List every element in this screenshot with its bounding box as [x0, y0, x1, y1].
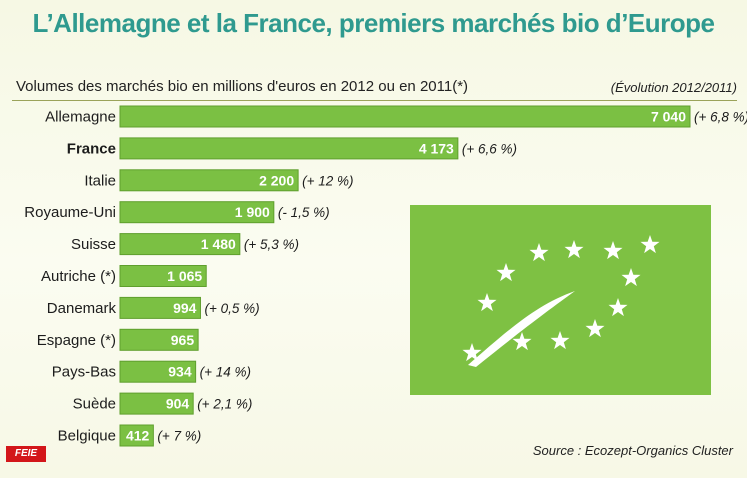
category-label: Royaume-Uni	[24, 204, 116, 221]
value-label: 965	[171, 332, 195, 348]
bar	[119, 360, 197, 383]
source-note: Source : Ecozept-Organics Cluster	[532, 443, 733, 458]
change-label: (- 1,5 %)	[278, 205, 330, 220]
category-label: Danemark	[47, 300, 117, 317]
change-label: (+ 12 %)	[302, 173, 353, 188]
eu-leaf-stroke	[468, 291, 575, 367]
eu-leaf-star	[603, 241, 623, 260]
category-label: Italie	[84, 172, 116, 189]
value-label: 7 040	[651, 109, 686, 125]
category-label: Suisse	[71, 236, 116, 253]
chart-subtitle: Volumes des marchés bio en millions d'eu…	[16, 78, 469, 95]
eu-organic-leaf-icon	[410, 205, 711, 395]
value-label: 904	[166, 396, 190, 412]
eu-leaf-star	[529, 243, 549, 262]
bar	[119, 265, 207, 287]
eu-leaf-star	[496, 263, 516, 282]
bar	[119, 296, 201, 319]
bar	[119, 424, 154, 447]
eu-leaf-star	[512, 332, 532, 351]
change-label: (+ 6,6 %)	[462, 141, 517, 156]
category-label: Autriche (*)	[41, 268, 116, 285]
bar	[119, 201, 275, 224]
value-label: 934	[168, 364, 192, 380]
bar	[119, 328, 199, 351]
bar	[119, 137, 459, 160]
category-label: Pays-Bas	[52, 364, 116, 381]
value-label: 4 173	[419, 140, 454, 156]
value-label: 1 480	[201, 236, 236, 252]
category-label: Allemagne	[45, 109, 116, 126]
eu-leaf-star	[462, 343, 482, 362]
chart-title: L’Allemagne et la France, premiers march…	[32, 8, 715, 38]
value-label: 994	[173, 300, 197, 316]
value-label: 2 200	[259, 172, 294, 188]
eu-leaf-star	[640, 235, 660, 254]
category-label: Espagne (*)	[37, 332, 116, 349]
eu-leaf-star	[550, 331, 570, 350]
eu-leaf-star	[585, 319, 605, 338]
eu-leaf-star	[608, 298, 628, 317]
change-label: (+ 6,8 %)	[694, 110, 747, 125]
value-label: 412	[126, 428, 150, 444]
publisher-logo: FEIE	[6, 446, 46, 462]
change-label: (+ 7 %)	[157, 429, 201, 444]
value-label: 1 900	[235, 204, 270, 220]
category-label: Belgique	[58, 428, 116, 445]
eu-leaf-star	[477, 293, 497, 312]
change-label: (+ 2,1 %)	[197, 397, 252, 412]
value-label: 1 065	[167, 268, 202, 284]
eu-leaf-stars	[462, 235, 660, 367]
category-label: Suède	[73, 396, 116, 413]
change-label: (+ 0,5 %)	[204, 301, 259, 316]
header-divider	[12, 100, 737, 101]
bar	[119, 105, 691, 128]
eu-leaf-star	[621, 268, 641, 287]
change-label: (+ 5,3 %)	[244, 237, 299, 252]
change-label: (+ 14 %)	[200, 365, 251, 380]
eu-leaf-star	[564, 240, 584, 259]
category-label: France	[67, 140, 116, 157]
bar	[119, 392, 194, 415]
evolution-header: (Évolution 2012/2011)	[610, 80, 737, 95]
bar	[119, 233, 241, 256]
bar	[119, 169, 299, 192]
eu-leaf-star-group	[462, 235, 660, 362]
